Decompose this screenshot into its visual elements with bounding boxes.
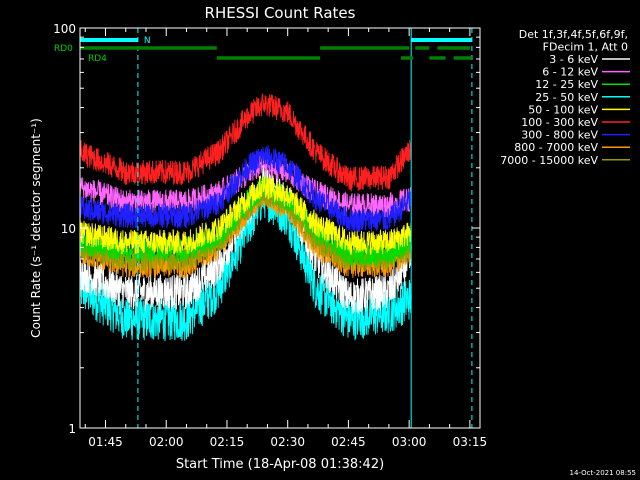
legend-header-line: Det 1f,3f,4f,5f,6f,9f, — [519, 28, 628, 41]
flag-label-rd0: RD0 — [54, 44, 73, 54]
series-line-300-800-kev — [79, 145, 412, 233]
axes: 01:45 02:00 02:15 02:30 02:45 03:00 03:15 1 10 10… — [53, 22, 487, 449]
x-tick-label: 03:00 — [392, 435, 427, 449]
series-line-100-300-kev — [79, 93, 412, 192]
legend-label: 100 - 300 keV — [521, 116, 598, 129]
legend-label: 300 - 800 keV — [521, 129, 598, 142]
legend-label: 12 - 25 keV — [535, 78, 598, 91]
footer-date: 14-Oct-2021 08:55 — [570, 469, 636, 477]
plot-area: N RD0 RD4 — [54, 28, 473, 428]
x-axis-label: Start Time (18-Apr-08 01:38:42) — [176, 457, 384, 472]
legend-label: 800 - 7000 keV — [514, 141, 598, 154]
y-axis-label: Count Rate (s⁻¹ detector segment⁻¹) — [29, 118, 43, 338]
legend: Det 1f,3f,4f,5f,6f,9f,FDecim 1, Att 03 -… — [500, 28, 630, 167]
chart-title: RHESSI Count Rates — [205, 4, 356, 22]
legend-label: 3 - 6 keV — [549, 53, 598, 66]
legend-header-line: FDecim 1, Att 0 — [543, 41, 628, 54]
x-tick-label: 03:15 — [453, 435, 488, 449]
legend-label: 25 - 50 keV — [535, 91, 598, 104]
flag-label-n: N — [144, 36, 151, 46]
x-tick-label: 02:15 — [210, 435, 245, 449]
x-tick-label: 02:00 — [149, 435, 184, 449]
series-line-50-100-kev — [79, 175, 412, 255]
y-tick-label: 10 — [61, 222, 76, 236]
x-tick-label: 02:30 — [270, 435, 305, 449]
flag-label-rd4: RD4 — [88, 54, 107, 64]
series-line-25-50-kev — [79, 176, 412, 342]
x-tick-label: 01:45 — [88, 435, 123, 449]
y-tick-label: 100 — [53, 22, 76, 36]
x-tick-label: 02:45 — [331, 435, 366, 449]
legend-label: 7000 - 15000 keV — [500, 154, 598, 167]
legend-label: 50 - 100 keV — [528, 103, 598, 116]
y-tick-label: 1 — [68, 422, 76, 436]
legend-label: 6 - 12 keV — [542, 66, 598, 79]
